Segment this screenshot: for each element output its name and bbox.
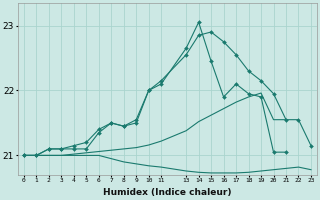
X-axis label: Humidex (Indice chaleur): Humidex (Indice chaleur)	[103, 188, 232, 197]
